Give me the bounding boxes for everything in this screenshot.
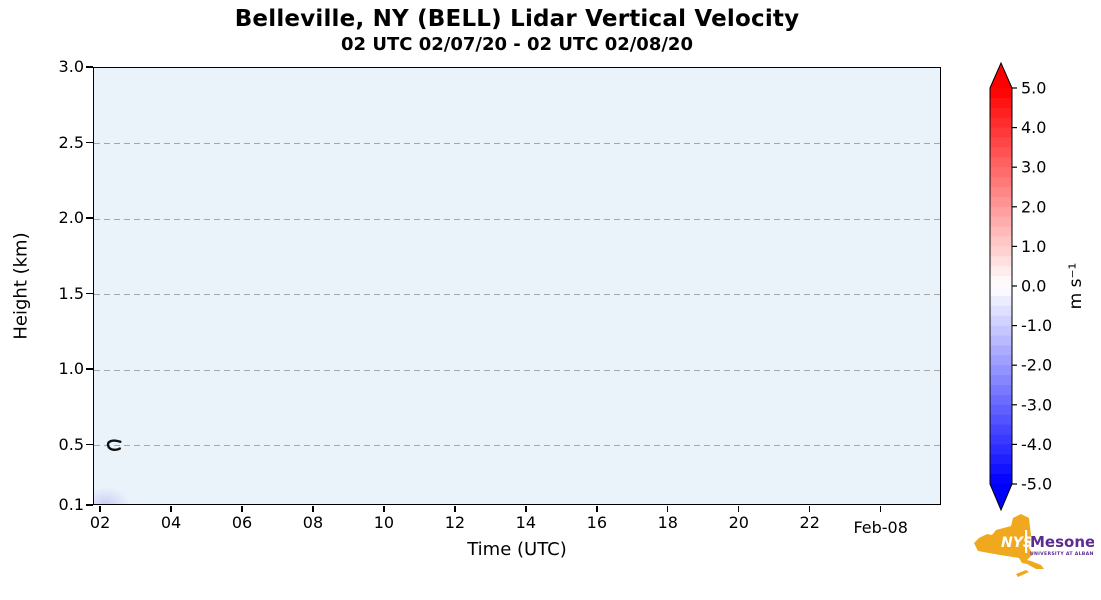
colorbar-tick-label: -1.0 (1021, 316, 1052, 335)
nys-mesonet-logo: NYS Mesonet UNIVERSITY AT ALBANY (974, 514, 1094, 577)
long-island-icon (1016, 570, 1029, 577)
gridline (94, 294, 940, 296)
x-tick-mark (383, 506, 385, 512)
colorbar-tick-label: -5.0 (1021, 475, 1052, 494)
colorbar-tick-label: -4.0 (1021, 435, 1052, 454)
y-tick-label: 0.5 (58, 434, 84, 454)
colorbar-tick-label: 4.0 (1021, 118, 1046, 137)
y-tick-mark (86, 66, 93, 68)
x-tick-mark (454, 506, 456, 512)
x-tick-mark (738, 506, 740, 512)
x-tick-label: 20 (728, 513, 749, 532)
plot-area (93, 67, 941, 505)
x-tick-label: 22 (799, 513, 820, 532)
chart-title: Belleville, NY (BELL) Lidar Vertical Vel… (234, 6, 800, 32)
x-tick-mark (879, 506, 882, 512)
x-tick-label: 08 (302, 513, 324, 532)
x-tick-mark (170, 506, 172, 512)
colorbar-gradient (989, 61, 1013, 512)
colorbar-tick-label: 5.0 (1021, 79, 1046, 98)
colorbar-ticks: 5.0 4.0 3.0 2.0 1.0 0.0 -1.0 -2.0 -3.0 -4.0 -5.0 (1012, 79, 1052, 494)
y-tick-mark (86, 504, 93, 506)
y-axis-label: Height (km) (10, 232, 32, 340)
y-tick-mark (86, 217, 93, 219)
y-tick-mark (86, 292, 93, 295)
x-tick-label: Feb-08 (853, 518, 908, 537)
y-tick-label: 2.5 (58, 132, 84, 152)
logo-mesonet-text: Mesonet (1030, 533, 1094, 551)
gridline (94, 143, 940, 145)
x-tick-label: 10 (373, 513, 395, 532)
x-tick-mark (525, 506, 527, 512)
x-tick-mark (241, 506, 243, 512)
y-tick-label: 2.0 (58, 208, 84, 228)
contour-artifact (106, 439, 122, 451)
colorbar-unit-label: m s⁻¹ (1066, 263, 1086, 310)
y-tick-label: 0.1 (58, 495, 84, 515)
low-level-velocity-patch (94, 484, 136, 504)
x-tick-mark (667, 506, 669, 512)
colorbar-tick-label: 2.0 (1021, 197, 1046, 216)
gridline (94, 218, 940, 220)
x-tick-mark (99, 506, 101, 512)
x-tick-mark (809, 506, 811, 512)
x-tick-label: 06 (231, 513, 253, 532)
gridline (94, 369, 940, 371)
x-tick-mark (312, 506, 314, 512)
colorbar-tick-label: -2.0 (1021, 356, 1052, 375)
y-tick-label: 1.5 (58, 283, 84, 303)
new-york-state-icon (974, 514, 1044, 569)
x-tick-label: 02 (89, 513, 111, 532)
y-tick-mark (86, 443, 93, 446)
chart-subtitle: 02 UTC 02/07/20 - 02 UTC 02/08/20 (341, 34, 693, 55)
colorbar: 5.0 4.0 3.0 2.0 1.0 0.0 -1.0 -2.0 -3.0 -4.0 -5.0 m… (989, 61, 1086, 512)
y-tick-label: 3.0 (58, 57, 84, 77)
x-tick-label: 14 (515, 513, 537, 532)
x-tick-label: 16 (586, 513, 607, 532)
y-tick-mark (86, 368, 93, 370)
colorbar-tick-label: 1.0 (1021, 237, 1046, 256)
x-tick-label: 12 (444, 513, 466, 532)
logo-tagline-text: UNIVERSITY AT ALBANY (1030, 551, 1094, 557)
y-tick-label: 1.0 (58, 359, 84, 379)
colorbar-tick-label: -3.0 (1021, 395, 1052, 414)
x-tick-label: 04 (160, 513, 182, 532)
colorbar-tick-label: 3.0 (1021, 158, 1046, 177)
logo-nys-text: NYS (1001, 535, 1033, 551)
x-axis-label: Time (UTC) (467, 539, 567, 560)
gridline (94, 445, 940, 447)
logo-divider (1025, 530, 1028, 553)
x-tick-label: 18 (657, 513, 678, 532)
y-tick-mark (86, 141, 93, 144)
colorbar-tick-label: 0.0 (1021, 277, 1046, 296)
x-tick-mark (596, 506, 598, 512)
